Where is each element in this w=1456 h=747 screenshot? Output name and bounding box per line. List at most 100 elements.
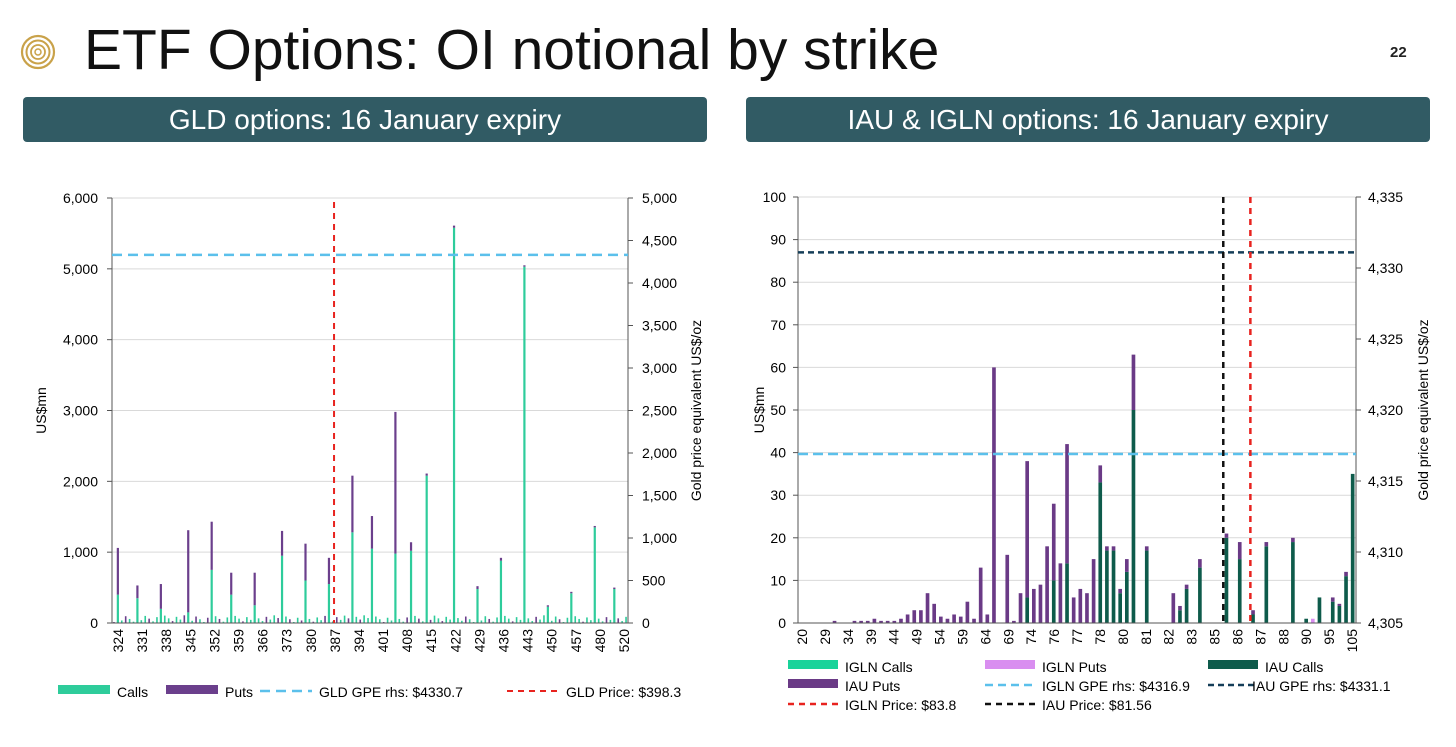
bar-calls: [253, 605, 256, 623]
bar-small: [140, 620, 143, 623]
y-tick-label: 50: [770, 402, 786, 418]
bar-small: [324, 615, 326, 623]
y2-tick-label: 3,500: [642, 318, 677, 334]
bar-calls: [304, 580, 307, 623]
page-number: 22: [1390, 44, 1407, 61]
bar-iau-puts: [1237, 542, 1242, 560]
x-tick-label: 20: [794, 629, 810, 645]
bar-small: [480, 620, 483, 623]
bar-iau-puts: [905, 614, 910, 623]
bar-small: [449, 619, 451, 623]
x-tick-label: 44: [886, 629, 902, 645]
y2-tick-label: 4,310: [1368, 544, 1403, 560]
bar-iau-puts: [892, 620, 897, 623]
bar-small: [375, 616, 377, 623]
bar-iau-calls: [1264, 546, 1269, 623]
bar-puts: [116, 547, 119, 595]
bar-small: [464, 616, 467, 623]
y-tick-label: 100: [763, 189, 787, 205]
legend-iau-price-label: IAU Price: $81.56: [1042, 697, 1152, 713]
bar-small: [367, 618, 369, 623]
bar-small: [617, 618, 620, 623]
legend-iau-calls-label: IAU Calls: [1265, 659, 1323, 675]
bar-iau-puts: [985, 614, 990, 623]
bar-small: [597, 618, 600, 623]
bar-iau-puts: [1058, 563, 1063, 623]
legend-iau-puts-label: IAU Puts: [845, 678, 900, 694]
y2-axis-title: Gold price equivalent US$/oz: [1415, 319, 1431, 500]
gold-rings-logo-icon: [20, 34, 56, 70]
bar-small: [300, 620, 303, 623]
x-tick-label: 480: [592, 629, 608, 653]
bar-small: [402, 621, 405, 623]
bar-iau-puts: [872, 618, 877, 623]
x-tick-label: 88: [1275, 629, 1291, 645]
bar-iau-puts: [938, 616, 943, 623]
y2-tick-label: 4,305: [1368, 615, 1403, 631]
bar-small: [128, 618, 131, 623]
y2-tick-label: 2,000: [642, 445, 677, 461]
legend-iau-calls-swatch: [1208, 660, 1258, 669]
bar-small: [124, 616, 127, 623]
bar-small: [390, 620, 393, 623]
bar-iau-calls: [1111, 550, 1116, 623]
bar-iau-puts: [978, 567, 983, 623]
bar-iau-puts: [1025, 461, 1030, 598]
y-tick-label: 90: [770, 232, 786, 248]
bar-puts: [499, 557, 503, 561]
bar-iau-puts: [1018, 593, 1023, 623]
bar-iau-puts: [1098, 465, 1103, 483]
bar-puts: [452, 225, 456, 228]
bar-small: [222, 621, 225, 623]
y2-tick-label: 4,320: [1368, 402, 1403, 418]
page-title: ETF Options: OI notional by strike: [84, 18, 940, 82]
bar-small: [308, 618, 311, 623]
x-tick-label: 39: [863, 629, 879, 645]
y-tick-label: 5,000: [63, 261, 98, 277]
bar-small: [316, 617, 319, 623]
x-tick-label: 82: [1161, 629, 1177, 645]
x-tick-label: 401: [375, 629, 391, 653]
bar-small: [457, 618, 459, 623]
bar-puts: [210, 521, 213, 570]
x-tick-label: 457: [568, 629, 584, 653]
bar-calls: [230, 594, 233, 623]
bar-calls: [452, 227, 456, 623]
bar-calls: [570, 593, 573, 623]
x-tick-label: 86: [1229, 629, 1245, 645]
x-tick-label: 34: [840, 629, 856, 645]
bar-puts: [546, 605, 549, 607]
bar-small: [285, 616, 287, 623]
bar-puts: [187, 530, 190, 613]
bar-small: [586, 617, 588, 623]
bar-small: [386, 617, 389, 623]
legend-iau-gpe-label: IAU GPE rhs: $4331.1: [1252, 678, 1391, 694]
bar-small: [578, 618, 580, 623]
bar-iau-puts: [912, 610, 917, 623]
bar-iau-puts: [1051, 503, 1056, 581]
bar-iau-puts: [1012, 620, 1016, 623]
x-tick-label: 80: [1115, 629, 1131, 645]
bar-iau-puts: [925, 593, 930, 623]
bar-iau-puts: [1045, 546, 1049, 623]
x-tick-label: 331: [134, 629, 150, 653]
bar-small: [332, 621, 334, 623]
legend-calls-swatch: [58, 685, 110, 694]
bar-iau-puts: [1171, 593, 1176, 623]
bar-iau-calls: [1291, 542, 1295, 623]
bar-puts: [327, 557, 331, 585]
bar-puts: [159, 584, 162, 609]
x-tick-label: 95: [1321, 629, 1337, 645]
x-tick-label: 105: [1344, 629, 1360, 653]
bar-small: [312, 621, 315, 623]
y-tick-label: 80: [770, 274, 786, 290]
bar-calls: [187, 612, 190, 623]
bar-iau-puts: [1144, 546, 1149, 551]
x-tick-label: 408: [399, 629, 415, 653]
x-tick-label: 76: [1046, 629, 1062, 645]
bar-puts: [304, 543, 307, 581]
bar-small: [206, 617, 209, 623]
bar-small: [429, 619, 432, 623]
x-tick-label: 29: [817, 629, 833, 645]
bar-calls: [136, 598, 139, 623]
